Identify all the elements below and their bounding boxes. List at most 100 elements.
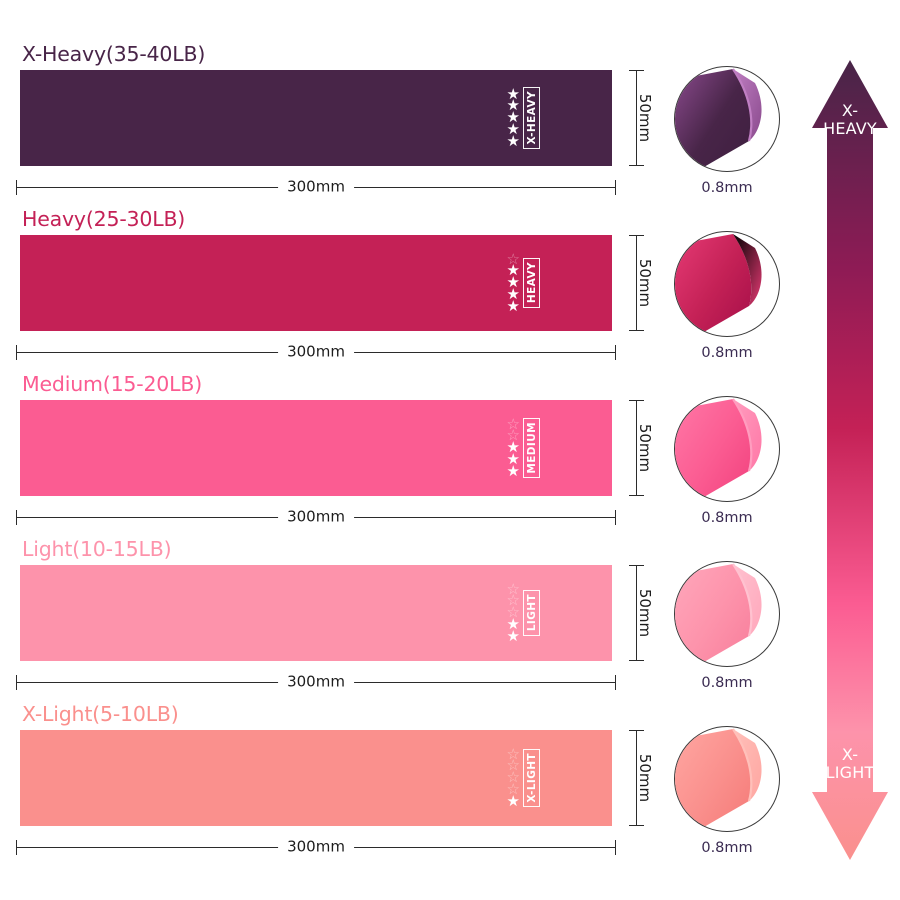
dimension-cap-left [16, 180, 17, 195]
arrow-bottom-label-line1: X- [841, 745, 859, 765]
dimension-cap-bottom [629, 660, 644, 661]
thickness-label: 0.8mm [701, 675, 753, 691]
dimension-cap-right [615, 840, 616, 855]
dimension-cap-bottom [629, 165, 644, 166]
thickness-photo-circle [674, 561, 780, 667]
curled-band-illustration [675, 234, 762, 336]
arrow-top-label: X- HEAVY [812, 102, 888, 138]
band-level-text: X-LIGHT [525, 753, 538, 803]
dimension-cap-right [615, 180, 616, 195]
thickness-detail: 0.8mm [668, 231, 786, 361]
band-marking: ☆ ★ ★ ★ ★ HEAVY [507, 245, 540, 321]
arrow-bottom-label-line2: LIGHT [825, 763, 875, 783]
dimension-cap-left [16, 510, 17, 525]
arrow-top-label-line2: HEAVY [823, 118, 877, 138]
star-filled-icon: ★ [506, 273, 520, 292]
band-title: Light(10-15LB) [22, 537, 172, 561]
star-rating: ☆ ☆ ☆ ★ ★ [506, 581, 520, 645]
width-dimension: 300mm [16, 673, 616, 691]
dimension-cap-right [615, 675, 616, 690]
star-filled-icon: ★ [506, 261, 520, 280]
star-rating: ☆ ☆ ★ ★ ★ [506, 414, 520, 480]
thickness-label: 0.8mm [701, 180, 753, 196]
thickness-photo-circle [674, 231, 780, 337]
height-dimension-label: 50mm [636, 420, 654, 476]
width-dimension-label: 300mm [278, 674, 354, 690]
width-dimension-label: 300mm [278, 509, 354, 525]
star-rating: ☆ ★ ★ ★ ★ [506, 251, 520, 315]
height-dimension-label: 50mm [636, 255, 654, 311]
dimension-cap-top [629, 730, 644, 731]
thickness-photo-circle [674, 726, 780, 832]
thickness-detail: 0.8mm [668, 561, 786, 691]
band-strip: ☆ ☆ ☆ ★ ★ LIGHT [20, 565, 612, 661]
width-dimension-label: 300mm [278, 179, 354, 195]
width-dimension: 300mm [16, 178, 616, 196]
arrow-top-label-line1: X- [841, 101, 859, 120]
band-marking: ★ ★ ★ ★ ★ X-HEAVY [507, 80, 540, 156]
dimension-cap-bottom [629, 330, 644, 331]
dimension-cap-left [16, 345, 17, 360]
height-dimension: 50mm [626, 70, 660, 166]
band-strip: ☆ ☆ ★ ★ ★ MEDIUM [20, 400, 612, 496]
star-filled-icon: ★ [506, 438, 520, 457]
star-rating: ★ ★ ★ ★ ★ [506, 84, 520, 147]
width-dimension-label: 300mm [278, 839, 354, 855]
star-outline-icon: ☆ [506, 591, 520, 610]
star-outline-icon: ☆ [506, 414, 520, 433]
band-level-text: X-HEAVY [525, 91, 538, 145]
height-dimension-label: 50mm [636, 90, 654, 146]
width-dimension-label: 300mm [278, 344, 354, 360]
width-dimension: 300mm [16, 508, 616, 526]
band-level-badge: LIGHT [523, 590, 540, 636]
thickness-photo-circle [674, 396, 780, 502]
thickness-detail: 0.8mm [668, 66, 786, 196]
thickness-detail: 0.8mm [668, 726, 786, 856]
band-level-text: MEDIUM [525, 422, 538, 474]
dimension-cap-bottom [629, 495, 644, 496]
star-outline-icon: ☆ [506, 779, 520, 798]
arrow-shape [812, 60, 888, 860]
dimension-cap-right [615, 345, 616, 360]
star-outline-icon: ☆ [506, 426, 520, 445]
thickness-label: 0.8mm [701, 840, 753, 856]
dimension-line [636, 70, 637, 166]
band-level-badge: X-LIGHT [523, 749, 540, 807]
star-outline-icon: ☆ [506, 603, 520, 622]
height-dimension-label: 50mm [636, 750, 654, 806]
star-outline-icon: ☆ [506, 768, 520, 787]
star-filled-icon: ★ [506, 84, 520, 103]
band-strip: ☆ ☆ ☆ ☆ ★ X-LIGHT [20, 730, 612, 826]
band-marking: ☆ ☆ ☆ ★ ★ LIGHT [507, 575, 540, 651]
width-dimension: 300mm [16, 343, 616, 361]
height-dimension: 50mm [626, 730, 660, 826]
curled-band-illustration [675, 398, 762, 501]
dimension-line [636, 730, 637, 826]
star-rating: ☆ ☆ ☆ ☆ ★ [506, 744, 520, 807]
dimension-cap-top [629, 70, 644, 71]
dimension-cap-left [16, 840, 17, 855]
band-level-text: HEAVY [525, 262, 538, 304]
star-filled-icon: ★ [506, 284, 520, 303]
star-outline-icon: ☆ [506, 756, 520, 775]
band-marking: ☆ ☆ ☆ ☆ ★ X-LIGHT [507, 740, 540, 816]
band-title: Heavy(25-30LB) [22, 207, 186, 231]
star-outline-icon: ☆ [506, 744, 520, 763]
thickness-label: 0.8mm [701, 510, 753, 526]
band-level-badge: X-HEAVY [523, 87, 540, 149]
dimension-line [636, 235, 637, 331]
dimension-cap-right [615, 510, 616, 525]
star-filled-icon: ★ [506, 296, 520, 315]
star-filled-icon: ★ [506, 461, 520, 480]
dimension-line [636, 565, 637, 661]
dimension-cap-top [629, 565, 644, 566]
height-dimension: 50mm [626, 565, 660, 661]
dimension-cap-top [629, 400, 644, 401]
dimension-cap-bottom [629, 825, 644, 826]
band-title: X-Light(5-10LB) [22, 702, 179, 726]
band-level-badge: MEDIUM [523, 418, 540, 478]
curled-band-illustration [675, 728, 762, 831]
star-filled-icon: ★ [506, 626, 520, 645]
height-dimension-label: 50mm [636, 585, 654, 641]
